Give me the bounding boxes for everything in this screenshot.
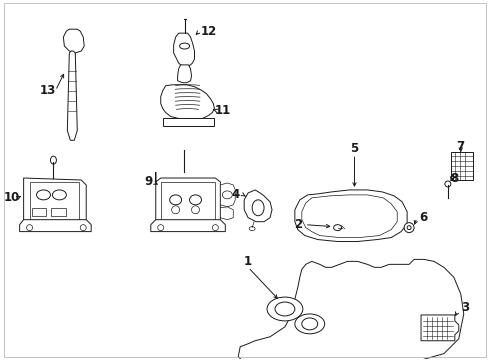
Polygon shape	[294, 190, 407, 242]
Ellipse shape	[179, 43, 189, 49]
Ellipse shape	[212, 225, 218, 231]
Bar	[161, 182, 215, 222]
Ellipse shape	[301, 318, 317, 330]
Polygon shape	[238, 260, 463, 360]
Ellipse shape	[294, 314, 324, 334]
Bar	[29, 182, 79, 220]
Text: 3: 3	[460, 301, 468, 314]
Ellipse shape	[407, 226, 410, 230]
Text: 9: 9	[144, 175, 153, 189]
Ellipse shape	[333, 225, 341, 231]
Bar	[32, 208, 46, 216]
Text: 7: 7	[456, 140, 464, 153]
Polygon shape	[420, 315, 458, 341]
Ellipse shape	[80, 225, 86, 231]
Text: 13: 13	[39, 84, 56, 97]
Ellipse shape	[171, 206, 179, 214]
Bar	[450, 152, 472, 180]
Polygon shape	[63, 29, 84, 53]
Polygon shape	[220, 207, 233, 220]
Ellipse shape	[158, 225, 163, 231]
Polygon shape	[173, 33, 194, 67]
Ellipse shape	[169, 195, 181, 205]
Text: 1: 1	[244, 255, 252, 268]
Polygon shape	[156, 172, 220, 225]
Ellipse shape	[222, 191, 232, 199]
Text: 6: 6	[418, 211, 427, 224]
Text: 4: 4	[231, 188, 239, 201]
Text: 12: 12	[200, 24, 216, 38]
Text: 5: 5	[349, 142, 358, 155]
Polygon shape	[23, 178, 86, 228]
Ellipse shape	[189, 195, 201, 205]
Bar	[422, 317, 452, 339]
Polygon shape	[150, 220, 225, 231]
Polygon shape	[177, 65, 191, 83]
Text: 8: 8	[450, 171, 458, 185]
Text: 10: 10	[3, 192, 20, 204]
Polygon shape	[161, 85, 214, 121]
Text: 2: 2	[293, 218, 301, 231]
Ellipse shape	[274, 302, 294, 316]
Polygon shape	[244, 190, 271, 222]
Ellipse shape	[52, 190, 66, 200]
Ellipse shape	[37, 190, 50, 200]
Bar	[163, 118, 214, 126]
Ellipse shape	[444, 181, 450, 187]
Text: 11: 11	[214, 104, 230, 117]
Ellipse shape	[26, 225, 33, 231]
Ellipse shape	[266, 297, 302, 321]
Polygon shape	[67, 51, 77, 140]
Polygon shape	[220, 183, 235, 207]
Ellipse shape	[403, 223, 413, 233]
Polygon shape	[20, 220, 91, 231]
Polygon shape	[301, 195, 396, 238]
Bar	[51, 208, 66, 216]
Ellipse shape	[252, 200, 264, 216]
Ellipse shape	[50, 156, 56, 164]
Ellipse shape	[191, 206, 199, 214]
Ellipse shape	[249, 227, 255, 231]
